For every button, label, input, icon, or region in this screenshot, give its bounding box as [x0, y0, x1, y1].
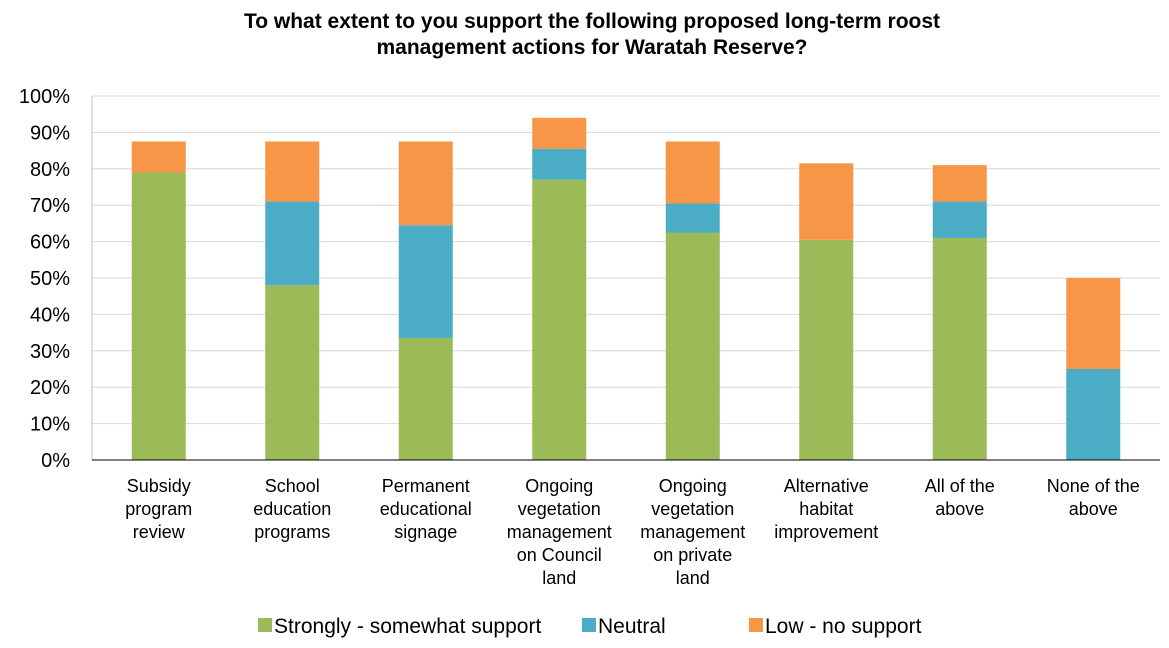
x-category-label: Subsidy program review — [125, 476, 192, 542]
chart-title-line: management actions for Waratah Reserve? — [376, 36, 807, 59]
bar-segment-neutral — [398, 225, 453, 339]
bar-segment-neutral — [932, 201, 987, 238]
bar-segment-neutral — [1066, 369, 1121, 460]
y-axis-ticks: 0% 10% 20% 30% 40% 50% 60% 70% 80% 90% 100% — [19, 86, 70, 472]
legend-swatch — [258, 618, 272, 632]
y-tick-label: 50% — [30, 268, 70, 290]
x-category-label: School education programs — [253, 476, 331, 542]
bar-segment-strongly-somewhat-support — [532, 179, 587, 460]
bar-segment-strongly-somewhat-support — [799, 239, 854, 460]
y-tick-label: 80% — [30, 159, 70, 181]
y-tick-label: 100% — [19, 86, 70, 108]
x-category-label: Ongoing vegetation management on private lan… — [640, 476, 745, 588]
bar-segment-low-no-support — [1066, 278, 1121, 369]
bar-segment-strongly-somewhat-support — [398, 338, 453, 460]
bar-segment-low-no-support — [932, 165, 987, 202]
bar-segment-strongly-somewhat-support — [665, 232, 720, 460]
chart-title: To what extent to you support the follow… — [244, 10, 940, 59]
bar-segment-neutral — [532, 148, 587, 180]
bar-segment-neutral — [665, 203, 720, 233]
x-category-label: Permanent educational signage — [380, 476, 472, 542]
legend-label: Neutral — [598, 615, 666, 638]
x-category-label: None of the above — [1047, 476, 1140, 519]
gridlines — [91, 95, 1160, 460]
x-category-label: Ongoing vegetation management on Council lan… — [507, 476, 612, 588]
legend: Strongly - somewhat support Neutral Low - … — [258, 615, 922, 638]
bars — [131, 117, 1121, 460]
chart-title-line: To what extent to you support the follow… — [244, 10, 940, 33]
bar-segment-low-no-support — [265, 141, 320, 202]
bar-segment-neutral — [265, 201, 320, 286]
x-axis-categories: Subsidy program review School education progr… — [125, 476, 1140, 588]
y-tick-label: 40% — [30, 304, 70, 326]
legend-swatch — [749, 618, 763, 632]
bar-segment-low-no-support — [799, 163, 854, 240]
y-tick-label: 0% — [41, 450, 70, 472]
legend-swatch — [582, 618, 596, 632]
y-tick-label: 20% — [30, 377, 70, 399]
legend-label: Strongly - somewhat support — [274, 615, 541, 638]
bar-segment-low-no-support — [398, 141, 453, 226]
bar-segment-low-no-support — [131, 141, 186, 173]
y-tick-label: 60% — [30, 232, 70, 254]
x-category-label: All of the above — [925, 476, 995, 519]
y-tick-label: 70% — [30, 195, 70, 217]
y-tick-label: 10% — [30, 414, 70, 436]
bar-segment-strongly-somewhat-support — [932, 237, 987, 460]
y-tick-label: 30% — [30, 341, 70, 363]
legend-label: Low - no support — [765, 615, 922, 638]
bar-segment-strongly-somewhat-support — [265, 285, 320, 460]
y-tick-label: 90% — [30, 122, 70, 144]
bar-segment-low-no-support — [665, 141, 720, 204]
bar-segment-low-no-support — [532, 117, 587, 149]
bar-segment-strongly-somewhat-support — [131, 172, 186, 460]
x-category-label: Alternative habitat improvement — [774, 476, 878, 542]
